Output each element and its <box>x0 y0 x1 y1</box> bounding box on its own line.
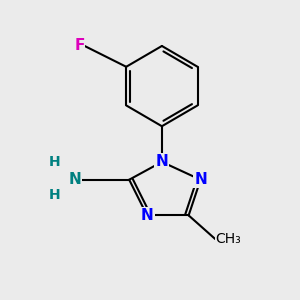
Text: N: N <box>141 208 153 223</box>
Text: N: N <box>155 154 168 169</box>
Text: N: N <box>194 172 207 187</box>
Text: H: H <box>49 188 61 202</box>
Text: H: H <box>49 155 61 169</box>
Text: F: F <box>74 38 85 53</box>
Text: N: N <box>69 172 82 187</box>
Text: CH₃: CH₃ <box>215 232 241 246</box>
